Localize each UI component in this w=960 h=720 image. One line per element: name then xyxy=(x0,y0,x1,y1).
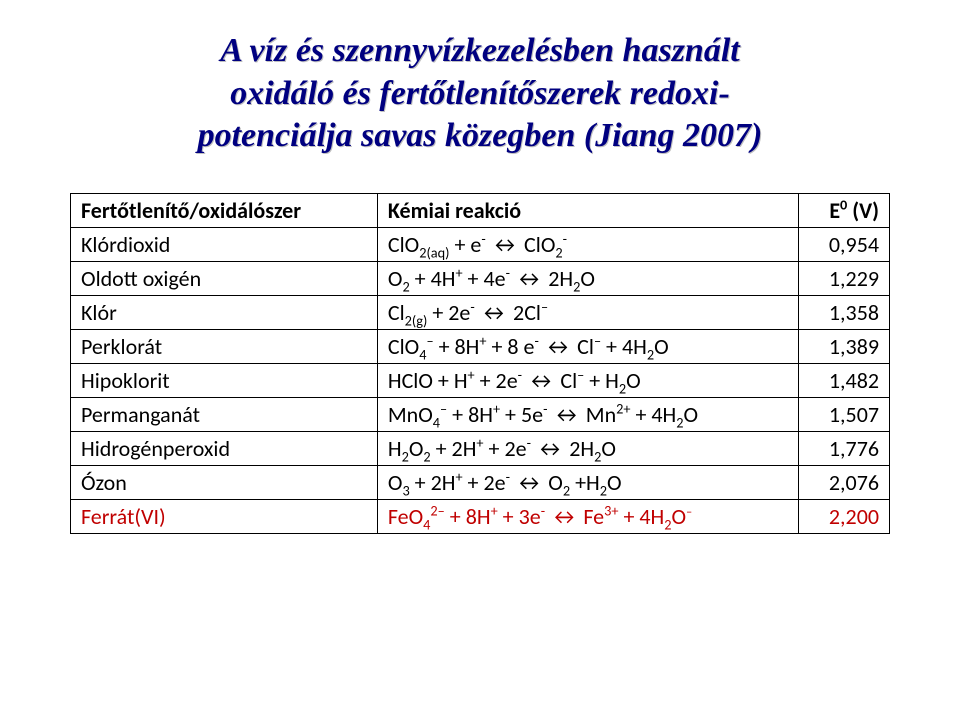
agent-name: Klór xyxy=(71,295,378,329)
table-header-row: Fertőtlenítő/oxidálószer Kémiai reakció … xyxy=(71,193,890,227)
agent-name: Hipoklorit xyxy=(71,363,378,397)
agent-name: Ferrát(VI) xyxy=(71,499,378,533)
agent-name: Ózon xyxy=(71,465,378,499)
reaction-cell: O3 + 2H+ + 2e- ↔ O2 +H2O xyxy=(377,465,799,499)
table-row: HidrogénperoxidH2O2 + 2H+ + 2e- ↔ 2H2O1,… xyxy=(71,431,890,465)
value-cell: 1,229 xyxy=(799,261,890,295)
table-row: ÓzonO3 + 2H+ + 2e- ↔ O2 +H2O2,076 xyxy=(71,465,890,499)
agent-name: Hidrogénperoxid xyxy=(71,431,378,465)
agent-name: Permanganát xyxy=(71,397,378,431)
value-cell: 1,358 xyxy=(799,295,890,329)
value-cell: 2,200 xyxy=(799,499,890,533)
value-cell: 2,076 xyxy=(799,465,890,499)
reaction-cell: ClO4– + 8H+ + 8 e- ↔ Cl– + 4H2O xyxy=(377,329,799,363)
reaction-cell: Cl2(g) + 2e- ↔ 2Cl– xyxy=(377,295,799,329)
agent-name: Oldott oxigén xyxy=(71,261,378,295)
header-reaction: Kémiai reakció xyxy=(377,193,799,227)
table-body: KlórdioxidClO2(aq) + e- ↔ ClO2-0,954Oldo… xyxy=(71,227,890,533)
reaction-cell: ClO2(aq) + e- ↔ ClO2- xyxy=(377,227,799,261)
reaction-cell: HClO + H+ + 2e- ↔ Cl– + H2O xyxy=(377,363,799,397)
value-cell: 1,389 xyxy=(799,329,890,363)
agent-name: Perklorát xyxy=(71,329,378,363)
table-row: Oldott oxigénO2 + 4H+ + 4e- ↔ 2H2O1,229 xyxy=(71,261,890,295)
reaction-cell: MnO4– + 8H+ + 5e- ↔ Mn2+ + 4H2O xyxy=(377,397,799,431)
reaction-cell: FeO42– + 8H+ + 3e- ↔ Fe3+ + 4H2O– xyxy=(377,499,799,533)
value-cell: 1,776 xyxy=(799,431,890,465)
table-row: KlórdioxidClO2(aq) + e- ↔ ClO2-0,954 xyxy=(71,227,890,261)
slide-title: A víz és szennyvízkezelésben használt ox… xyxy=(50,30,910,158)
value-cell: 1,482 xyxy=(799,363,890,397)
header-agent: Fertőtlenítő/oxidálószer xyxy=(71,193,378,227)
title-line-3: potenciálja savas közegben (Jiang 2007) xyxy=(50,115,910,158)
table-row: KlórCl2(g) + 2e- ↔ 2Cl–1,358 xyxy=(71,295,890,329)
title-line-2: oxidáló és fertőtlenítőszerek redoxi- xyxy=(50,73,910,116)
agent-name: Klórdioxid xyxy=(71,227,378,261)
table-row: Ferrát(VI)FeO42– + 8H+ + 3e- ↔ Fe3+ + 4H… xyxy=(71,499,890,533)
table-row: PermanganátMnO4– + 8H+ + 5e- ↔ Mn2+ + 4H… xyxy=(71,397,890,431)
title-line-1: A víz és szennyvízkezelésben használt xyxy=(50,30,910,73)
reaction-cell: O2 + 4H+ + 4e- ↔ 2H2O xyxy=(377,261,799,295)
header-value: E0 (V) xyxy=(799,193,890,227)
table-row: PerklorátClO4– + 8H+ + 8 e- ↔ Cl– + 4H2O… xyxy=(71,329,890,363)
table-row: HipokloritHClO + H+ + 2e- ↔ Cl– + H2O1,4… xyxy=(71,363,890,397)
value-cell: 1,507 xyxy=(799,397,890,431)
slide: A víz és szennyvízkezelésben használt ox… xyxy=(0,0,960,720)
reaction-cell: H2O2 + 2H+ + 2e- ↔ 2H2O xyxy=(377,431,799,465)
value-cell: 0,954 xyxy=(799,227,890,261)
redox-table: Fertőtlenítő/oxidálószer Kémiai reakció … xyxy=(70,193,890,534)
